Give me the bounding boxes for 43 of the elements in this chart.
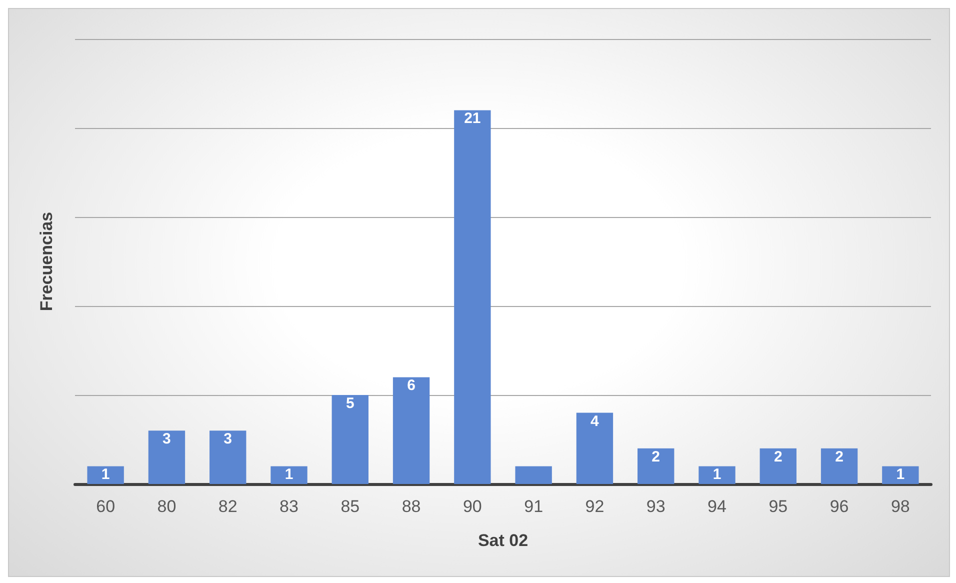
x-tick-label: 88	[402, 497, 421, 516]
x-tick-label: 92	[585, 497, 604, 516]
data-label: 2	[774, 448, 782, 466]
data-label: 2	[652, 448, 660, 466]
data-label: 4	[590, 412, 600, 430]
x-tick-label: 82	[218, 497, 238, 516]
bar	[638, 448, 674, 484]
bar	[515, 466, 552, 484]
data-label: 21	[464, 110, 481, 128]
bar	[148, 430, 186, 484]
data-label: 3	[162, 430, 171, 448]
x-tick-label: 96	[830, 497, 849, 516]
bar	[820, 448, 858, 484]
x-tick-label: 94	[708, 497, 726, 516]
data-label: 3	[224, 430, 232, 448]
bar	[87, 466, 124, 484]
x-tick-label: 95	[768, 497, 788, 516]
bar	[698, 466, 736, 484]
data-label: 1	[284, 466, 294, 484]
x-axis-title: Sat 02	[478, 531, 528, 550]
data-label: 5	[346, 395, 354, 412]
bar	[576, 412, 614, 484]
bar	[270, 466, 308, 484]
bar	[332, 395, 368, 484]
x-tick-label: 60	[96, 497, 116, 516]
x-tick-label: 80	[157, 497, 176, 516]
bar	[210, 430, 246, 484]
data-label: 6	[407, 377, 416, 394]
data-label: 2	[835, 448, 844, 466]
x-tick-label: 91	[524, 497, 544, 516]
data-label: 1	[712, 466, 722, 484]
bar	[760, 448, 796, 484]
data-label: 1	[896, 466, 905, 484]
bar	[454, 110, 491, 484]
x-tick-label: 83	[280, 497, 298, 516]
x-tick-label: 98	[890, 497, 910, 516]
bar	[882, 466, 919, 484]
y-axis-title: Frecuencias	[37, 212, 56, 312]
bar	[392, 377, 430, 484]
x-tick-label: 90	[462, 497, 482, 516]
data-label: 1	[101, 466, 110, 484]
x-tick-label: 85	[340, 497, 360, 516]
x-tick-label: 93	[646, 497, 666, 516]
